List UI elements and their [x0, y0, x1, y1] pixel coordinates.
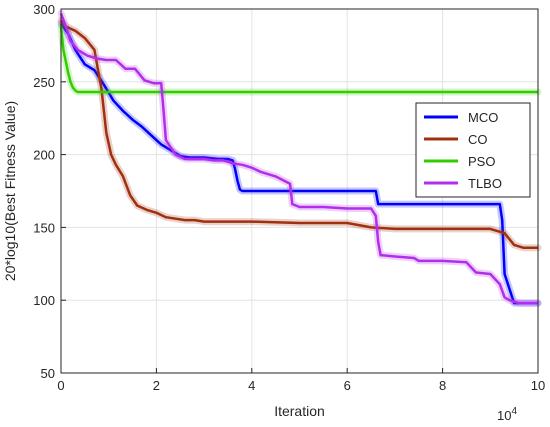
y-tick-label: 250	[33, 75, 55, 90]
series-tlbo-line	[59, 12, 538, 305]
series-mco-line	[59, 22, 538, 305]
y-tick-label: 300	[33, 2, 55, 17]
x-tick-label: 10	[531, 378, 545, 393]
x-tick-label: 0	[57, 378, 64, 393]
series-co-line	[60, 19, 538, 250]
y-tick-label: 100	[33, 293, 55, 308]
legend-label: PSO	[468, 154, 495, 169]
series-pso-line	[59, 26, 538, 94]
plot-frame	[60, 8, 539, 374]
x-tick-label: 4	[248, 378, 255, 393]
x-axis-exponent-power: 4	[511, 406, 517, 417]
axis-ticks: 0 2 4 6 8 10 50 100 150 200 250 300	[33, 2, 545, 393]
series-lines	[57, 9, 542, 307]
y-tick-label: 200	[33, 148, 55, 163]
legend-label: TLBO	[468, 176, 502, 191]
x-axis-exponent: 104	[497, 406, 517, 423]
y-tick-label: 50	[41, 366, 55, 381]
legend-label: CO	[468, 132, 488, 147]
legend-label: MCO	[468, 110, 498, 125]
x-tick-label: 6	[344, 378, 351, 393]
x-axis-label: Iteration	[274, 403, 325, 419]
x-tick-label: 8	[439, 378, 446, 393]
legend: MCO CO PSO TLBO	[415, 102, 531, 198]
y-axis-label: 20*log10(Best Fitness Value)	[2, 101, 18, 281]
legend-box	[415, 102, 531, 198]
x-tick-label: 2	[153, 378, 160, 393]
x-axis-exponent-base: 10	[497, 408, 511, 423]
y-tick-label: 150	[33, 220, 55, 235]
